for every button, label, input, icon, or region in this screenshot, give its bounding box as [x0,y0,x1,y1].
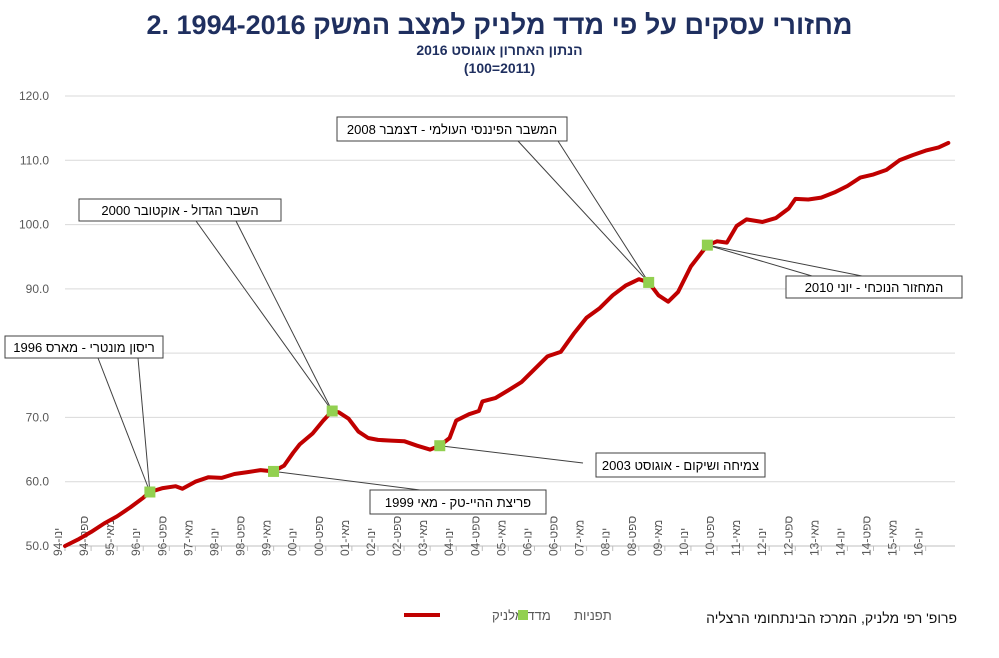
turning-point-marker [144,486,156,498]
y-tick-label: 100.0 [19,218,49,232]
turning-point-marker [268,465,280,477]
callout-label: פריצת ההיי-טק - מאי 1999 [385,495,531,510]
callout-box [336,116,568,142]
x-tick-label: מאי-97 [181,520,195,556]
x-tick-label: ינו-04 [442,528,456,556]
y-tick-label: 70.0 [26,410,50,424]
turning-point-marker [434,440,446,452]
x-tick-label: מאי-01 [338,520,352,556]
x-tick-label: ספט-12 [781,516,795,556]
callout-box [785,275,963,299]
series-line-melnick [63,140,951,548]
x-tick-label: ספט-14 [860,516,874,556]
credit-text: פרופ' רפי מלניק, המרכז הבינתחומי הרצליה [706,610,957,626]
chart-subtitle-base: (100=2011) [463,60,536,76]
callout-leader [439,445,584,464]
x-tick-label: ינו-08 [599,528,613,556]
x-tick-label: ינו-96 [129,528,143,556]
callout-label: צמיחה ושיקום - אוגוסט 2003 [602,458,759,473]
x-tick-label: ינו-12 [755,528,769,556]
x-tick-label: ספט-96 [155,516,169,556]
turning-point-marker [701,239,713,251]
x-tick-label: ינו-10 [677,528,691,556]
y-tick-label: 50.0 [26,539,50,553]
y-tick-label: 120.0 [19,89,49,103]
turning-point-marker [326,405,338,417]
x-tick-label: ינו-16 [912,528,926,556]
x-tick-label: מאי-11 [729,520,743,556]
x-tick-label: מאי-07 [573,520,587,556]
legend-label-turning-points: תפניות [574,608,612,623]
callout-box [369,489,547,515]
x-tick-label: מאי-03 [416,520,430,556]
x-tick-label: מאי-13 [807,520,821,556]
callout-leader [707,244,863,277]
x-tick-label: מאי-15 [886,520,900,556]
y-tick-label: 60.0 [26,475,50,489]
x-tick-label: מאי-95 [103,520,117,556]
x-tick-label: ינו-94 [51,528,65,556]
chart-subtitle: הנתון האחרון אוגוסט 2016 [416,42,583,58]
x-tick-label: ספט-02 [390,516,404,556]
x-tick-label: ינו-14 [833,528,847,556]
turning-point-markers [144,239,713,498]
callout-leader [97,357,151,493]
callout-leader [273,470,421,491]
y-tick-label: 90.0 [26,282,50,296]
callout-leader [707,244,813,277]
y-tick-label: 110.0 [20,153,49,167]
x-tick-label: ספט-06 [547,516,561,556]
callout-leader [235,220,333,412]
callout-label: המשבר הפיננסי העולמי - דצמבר 2008 [347,122,557,137]
series-line [63,140,951,548]
gridlines [65,95,955,547]
legend: מדד מלניק תפניות [404,608,612,623]
callout-leader [517,140,650,283]
x-tick-label: מאי-99 [260,520,274,556]
callout-box [4,335,164,359]
x-tick-label: ספט-00 [312,516,326,556]
x-tick-label: ספט-04 [468,516,482,556]
x-tick-label: מאי-09 [651,520,665,556]
callout-box [595,452,766,478]
turning-point-marker [643,276,655,288]
x-tick-label: ינו-98 [207,528,221,556]
x-tick-label: ספט-98 [234,516,248,556]
callout-box [78,198,282,222]
callout-label: המחזור הנוכחי - יוני 2010 [805,280,944,295]
callout-leader [195,220,333,412]
callout-label: ריסון מונטרי - מארס 1996 [13,340,154,355]
x-axis: ינו-94ספט-94מאי-95ינו-96ספט-96מאי-97ינו-… [51,516,927,556]
x-tick-label: ינו-02 [364,528,378,556]
callout-leader [557,140,650,283]
chart-title: 2. מחזורי עסקים על פי מדד מלניק למצב המש… [146,10,853,40]
x-tick-label: ספט-10 [703,516,717,556]
x-tick-label: מאי-05 [494,520,508,556]
x-tick-label: ינו-00 [286,528,300,556]
callout-leader [137,357,151,493]
legend-marker-swatch [518,610,528,620]
callout-label: השבר הגדול - אוקטובר 2000 [101,203,258,218]
x-tick-label: ספט-08 [625,516,639,556]
annotations: ריסון מונטרי - מארס 1996 פריצת ההיי-טק - … [4,116,963,515]
x-tick-label: ינו-06 [520,528,534,556]
